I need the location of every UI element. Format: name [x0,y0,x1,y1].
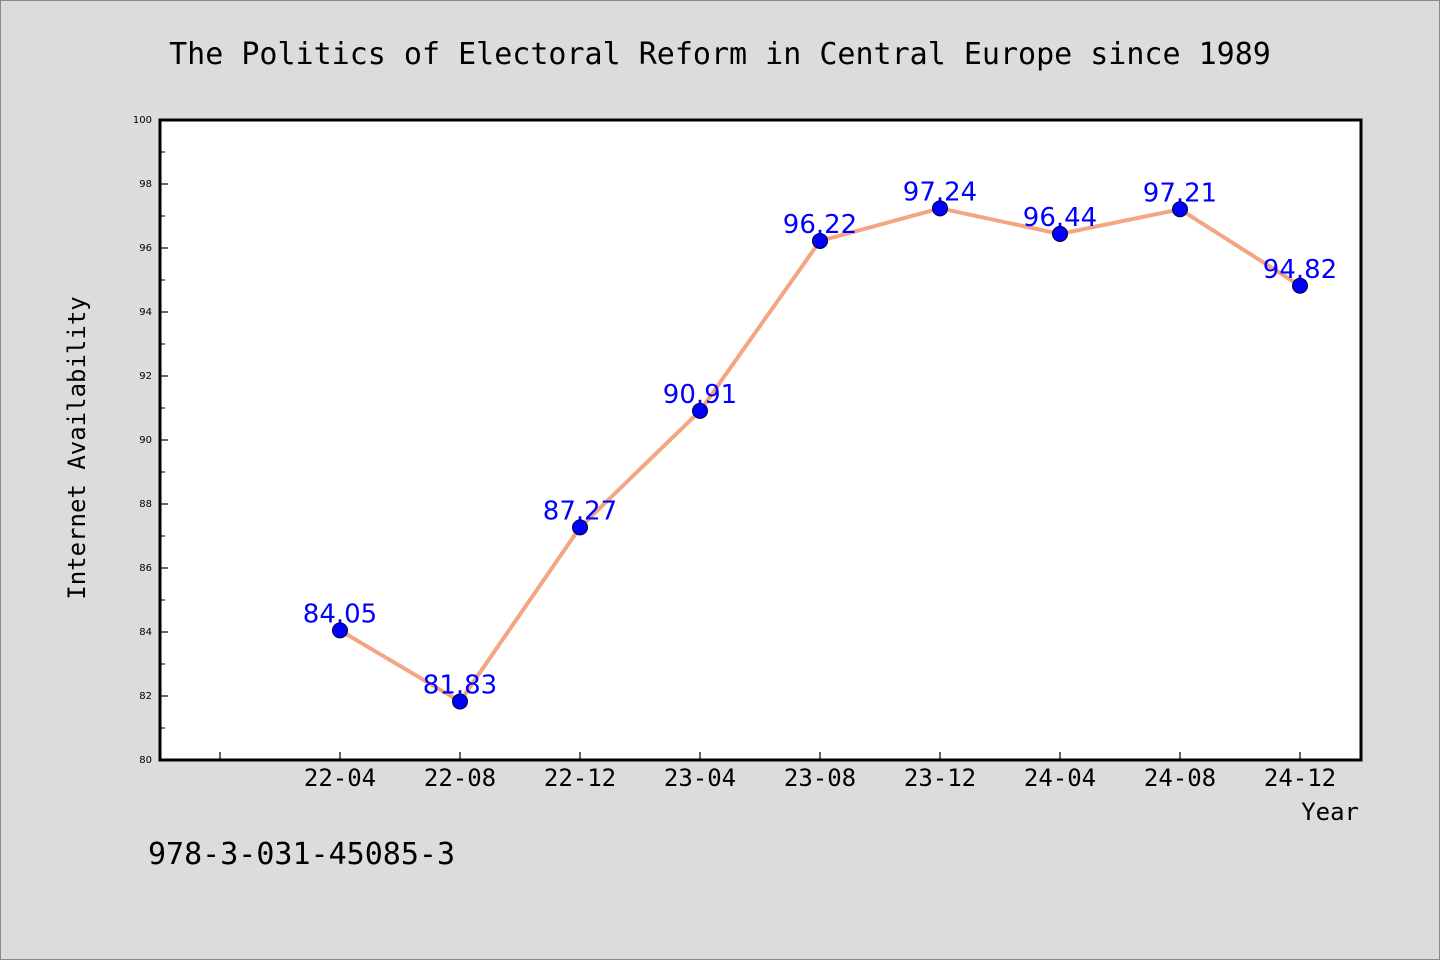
y-tick-label: 88 [139,499,152,510]
x-tick-label: 23-12 [904,764,976,792]
x-tick-label: 23-08 [784,764,856,792]
y-tick-label: 80 [139,755,152,766]
x-tick-label: 22-08 [424,764,496,792]
x-tick-label: 24-08 [1144,764,1216,792]
x-axis: 22-04 22-08 22-12 23-04 23-08 23-12 24-04 24-08… [219,752,1336,792]
y-tick-label: 94 [139,307,152,318]
data-point [332,622,348,639]
x-tick-label: 24-04 [1024,764,1096,792]
data-point [1172,201,1188,218]
y-tick-label: 84 [139,627,152,638]
x-tick-label: 22-12 [544,764,616,792]
data-label: 87.27 [543,496,617,526]
data-label: 97.21 [1143,178,1217,208]
data-point [932,200,948,217]
isbn-text: 978-3-031-45085-3 [148,837,455,872]
data-label: 94.82 [1263,255,1337,285]
data-point [1052,225,1068,242]
data-label: 96.22 [783,210,857,240]
y-tick-label: 90 [139,435,152,446]
data-label: 84.05 [303,599,377,629]
data-label: 81.83 [423,670,497,700]
data-labels: 84.05 81.83 87.27 90.91 96.22 97.24 96.44 97.21… [303,177,1337,700]
data-point [452,693,468,710]
x-tick-label: 23-04 [664,764,736,792]
data-label: 97.24 [903,177,977,207]
plot-area [160,120,1361,760]
series-markers [332,200,1308,710]
data-point [692,402,708,419]
x-tick-label: 22-04 [304,764,376,792]
y-axis: 80 82 84 86 88 90 92 94 96 98 100 [133,115,168,766]
plot-border [158,118,1363,762]
data-label: 90.91 [663,380,737,410]
y-tick-label: 100 [133,115,152,126]
data-point [572,519,588,536]
x-tick-label: 24-12 [1264,764,1336,792]
y-axis-label: Internet Availability [63,296,91,599]
x-axis-label: Year [1301,798,1359,826]
data-point [1292,277,1308,294]
chart-title: The Politics of Electoral Reform in Cent… [169,37,1271,72]
y-tick-label: 98 [139,179,152,190]
y-tick-label: 86 [139,563,152,574]
y-tick-label: 82 [139,691,152,702]
y-tick-label: 96 [139,243,152,254]
y-tick-label: 92 [139,371,152,382]
data-point [812,232,828,249]
data-label: 96.44 [1023,203,1097,233]
